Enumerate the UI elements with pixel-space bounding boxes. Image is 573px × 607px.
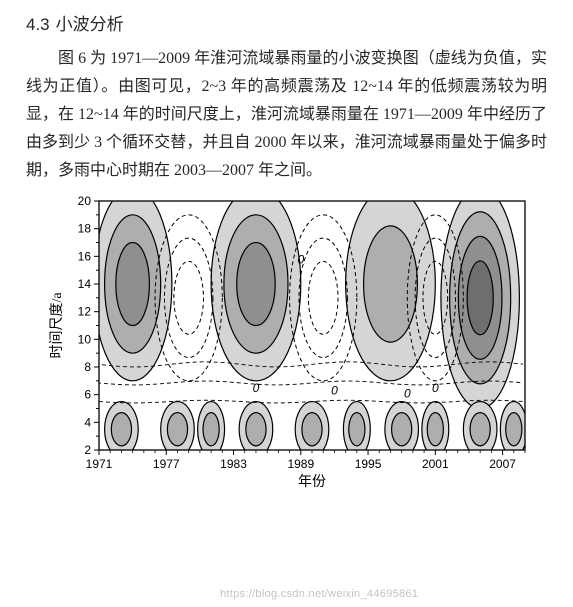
svg-text:10: 10 [77, 332, 91, 346]
section-number: 4.3 [26, 15, 50, 34]
watermark-text: https://blog.csdn.net/weixin_44695861 [220, 588, 418, 600]
svg-text:2007: 2007 [489, 457, 516, 471]
svg-text:18: 18 [77, 222, 91, 236]
svg-text:时间尺度/a: 时间尺度/a [49, 292, 65, 359]
svg-text:1977: 1977 [152, 457, 179, 471]
svg-text:4: 4 [84, 415, 91, 429]
svg-text:20: 20 [77, 195, 91, 208]
body-paragraph: 图 6 为 1971—2009 年淮河流域暴雨量的小波变换图（虚线为负值，实线为… [26, 45, 547, 185]
svg-text:0: 0 [252, 381, 259, 395]
svg-text:14: 14 [77, 277, 91, 291]
svg-text:0: 0 [403, 386, 410, 400]
svg-text:1995: 1995 [354, 457, 381, 471]
svg-text:12: 12 [77, 305, 91, 319]
svg-text:2001: 2001 [421, 457, 448, 471]
svg-text:0: 0 [331, 384, 338, 398]
section-heading: 4.3 小波分析 [26, 10, 547, 35]
wavelet-contour-plot: 0 0 0 0 0 2 4 6 8 10 12 14 16 18 20 1971 1977 1983 1989 199… [37, 195, 537, 500]
svg-text:8: 8 [84, 360, 91, 374]
svg-text:6: 6 [84, 388, 91, 402]
svg-text:0: 0 [297, 252, 304, 266]
figure-6: 0 0 0 0 0 2 4 6 8 10 12 14 16 18 20 1971 1977 1983 1989 199… [26, 195, 547, 500]
svg-text:1971: 1971 [85, 457, 112, 471]
svg-text:16: 16 [77, 249, 91, 263]
svg-text:1989: 1989 [287, 457, 314, 471]
section-title: 小波分析 [56, 15, 124, 34]
svg-text:0: 0 [431, 381, 438, 395]
svg-text:2: 2 [84, 443, 91, 457]
svg-text:1983: 1983 [220, 457, 247, 471]
svg-text:年份: 年份 [298, 474, 326, 490]
